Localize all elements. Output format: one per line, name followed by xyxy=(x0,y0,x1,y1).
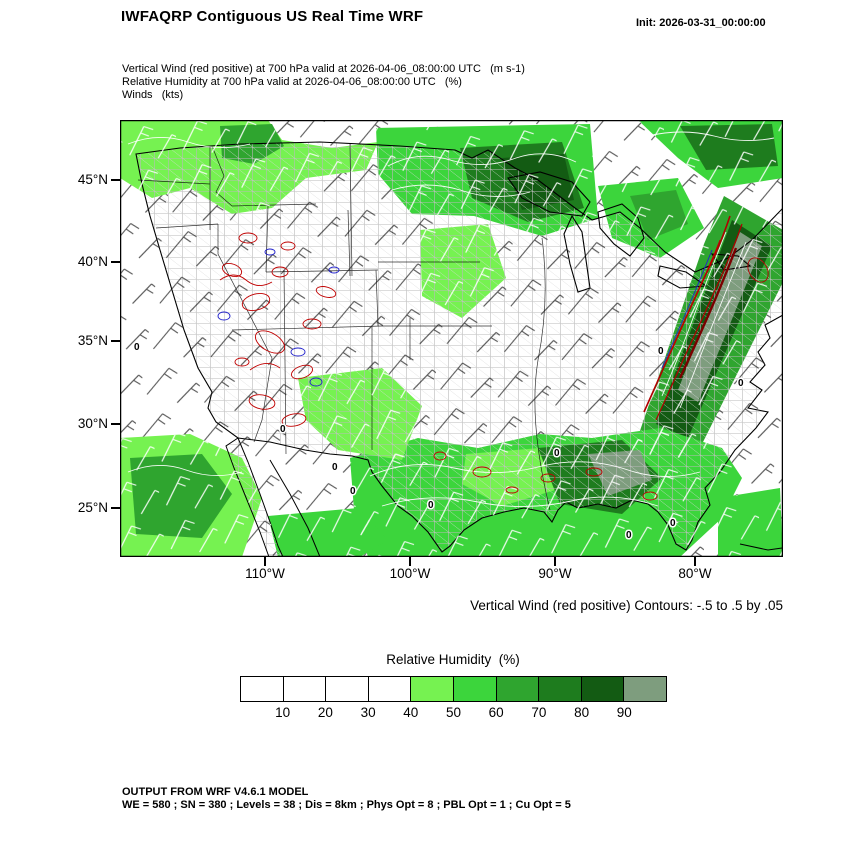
subtitle-winds: Winds (kts) xyxy=(122,89,184,101)
colorbar-cell xyxy=(325,676,369,702)
page-title: IWFAQRP Contiguous US Real Time WRF xyxy=(121,8,424,25)
colorbar-cell xyxy=(623,676,667,702)
y-axis-tick xyxy=(111,507,120,509)
colorbar-cell xyxy=(495,676,540,702)
vertical-wind-contours-negative xyxy=(217,248,713,387)
contour-zero-label: 0 xyxy=(428,500,434,511)
contour-zero-label: 0 xyxy=(670,518,676,529)
y-tick-label-25n: 25°N xyxy=(77,500,108,515)
x-axis-tick xyxy=(264,557,266,566)
colorbar-cell xyxy=(580,676,625,702)
colorbar-cell xyxy=(240,676,284,702)
y-axis-tick xyxy=(111,340,120,342)
colorbar-cell xyxy=(452,676,497,702)
contour-zero-label: 0 xyxy=(134,342,140,353)
colorbar-cell xyxy=(282,676,327,702)
y-axis-tick xyxy=(111,423,120,425)
model-output-line: OUTPUT FROM WRF V4.6.1 MODEL xyxy=(122,786,309,798)
contour-zero-label: 0 xyxy=(626,530,632,541)
colorbar-cell xyxy=(367,676,412,702)
map-plot-area: 0 0 0 0 0 0 0 0 0 0 xyxy=(120,120,783,557)
colorbar-tick-label: 80 xyxy=(574,705,590,720)
x-axis-tick xyxy=(554,557,556,566)
contour-zero-label: 0 xyxy=(554,448,560,459)
y-axis-tick xyxy=(111,261,120,263)
colorbar-tick-label: 50 xyxy=(445,705,462,720)
colorbar-tick-label: 40 xyxy=(403,705,419,720)
contour-zero-label: 0 xyxy=(332,462,338,473)
colorbar xyxy=(240,676,667,702)
y-tick-label-40n: 40°N xyxy=(77,254,108,269)
subtitle-relative-humidity: Relative Humidity at 700 hPa valid at 20… xyxy=(122,76,462,88)
vertical-wind-contours-positive xyxy=(219,215,769,501)
zero-contour-labels: 0 0 0 0 0 0 0 0 0 0 xyxy=(133,341,746,543)
x-tick-label-100w: 100°W xyxy=(389,566,431,581)
colorbar-cell xyxy=(410,676,454,702)
colorbar-cell xyxy=(538,676,582,702)
x-axis-tick xyxy=(694,557,696,566)
y-axis-tick xyxy=(111,179,120,181)
contour-zero-label: 0 xyxy=(350,486,356,497)
init-time-label: Init: 2026-03-31_00:00:00 xyxy=(636,17,766,29)
x-axis-tick xyxy=(409,557,411,566)
x-tick-label-110w: 110°W xyxy=(245,566,285,581)
colorbar-tick-labels: 10 20 30 40 50 60 70 80 90 xyxy=(240,705,667,723)
x-tick-label-80w: 80°W xyxy=(678,566,712,581)
colorbar-tick-label: 20 xyxy=(317,705,333,720)
contour-zero-label: 0 xyxy=(738,378,744,389)
y-tick-label-30n: 30°N xyxy=(77,416,108,431)
colorbar-tick-label: 30 xyxy=(360,705,376,720)
colorbar-tick-label: 10 xyxy=(275,705,291,720)
colorbar-title: Relative Humidity (%) xyxy=(386,652,520,667)
contour-zero-label: 0 xyxy=(658,346,664,357)
subtitle-vertical-wind: Vertical Wind (red positive) at 700 hPa … xyxy=(122,63,525,75)
colorbar-tick-label: 60 xyxy=(488,705,504,720)
colorbar-tick-label: 90 xyxy=(616,705,632,720)
model-config-line: WE = 580 ; SN = 380 ; Levels = 38 ; Dis … xyxy=(122,799,571,811)
y-tick-label-45n: 45°N xyxy=(77,172,108,187)
contour-range-caption: Vertical Wind (red positive) Contours: -… xyxy=(470,598,783,613)
us-map-canvas: 0 0 0 0 0 0 0 0 0 0 xyxy=(120,120,783,557)
colorbar-tick-label: 70 xyxy=(531,705,547,720)
y-tick-label-35n: 35°N xyxy=(77,333,108,348)
plot-frame xyxy=(120,120,783,557)
x-tick-label-90w: 90°W xyxy=(538,566,572,581)
contour-zero-label: 0 xyxy=(280,424,286,435)
